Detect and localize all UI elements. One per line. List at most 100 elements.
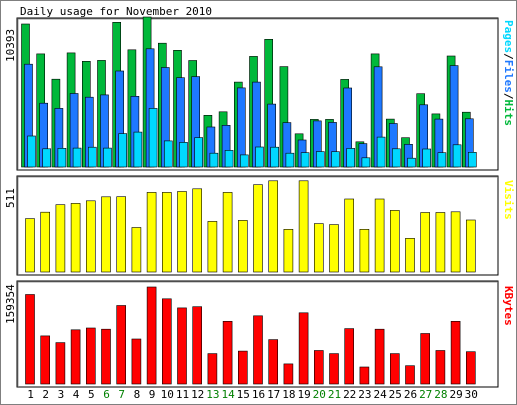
kbytes-bar-day-8	[131, 338, 142, 385]
pages-bar-day-10	[164, 140, 173, 168]
day-label-11: 11	[176, 388, 189, 401]
hits-files-pages-bars	[21, 16, 477, 168]
visits-bar-day-8	[131, 227, 142, 273]
visits-bar-day-28	[435, 212, 446, 273]
pages-bar-day-14	[224, 150, 234, 168]
pages-bar-day-6	[103, 147, 112, 168]
pages-bar-day-7	[118, 133, 127, 168]
kbytes-bar-day-4	[70, 329, 81, 385]
pages-bar-day-5	[88, 146, 97, 168]
visits-bar-day-7	[116, 196, 126, 273]
pages-bar-day-29	[452, 144, 462, 168]
kbytes-bar-day-28	[435, 350, 446, 385]
day-label-9: 9	[149, 388, 156, 401]
visits-bar-day-2	[40, 211, 51, 273]
day-label-5: 5	[88, 388, 95, 401]
legend-hits: Hits	[502, 100, 515, 127]
pages-bar-day-22	[346, 148, 356, 168]
kbytes-bar-day-24	[374, 328, 385, 385]
pages-bar-day-25	[391, 148, 401, 168]
day-label-15: 15	[237, 388, 250, 401]
visits-bar-day-25	[389, 210, 400, 273]
day-label-26: 26	[404, 388, 417, 401]
pages-bar-day-17	[270, 146, 280, 168]
legend-kbytes: KBytes	[502, 286, 515, 326]
day-label-8: 8	[134, 388, 141, 401]
pages-bar-day-4	[72, 147, 82, 168]
visits-ymax-label: 511	[4, 188, 17, 208]
visits-bar-day-24	[374, 198, 385, 273]
pages-bar-day-1	[27, 135, 36, 168]
pages-bar-day-19	[300, 152, 310, 168]
kbytes-bar-day-3	[55, 342, 66, 385]
kbytes-bar-day-23	[359, 366, 370, 385]
kbytes-bar-day-16	[253, 315, 263, 385]
visits-bars	[25, 180, 476, 273]
legend-files: Files	[502, 60, 515, 93]
pages-bar-day-21	[331, 151, 340, 168]
day-label-29: 29	[449, 388, 462, 401]
pages-bar-day-9	[148, 108, 158, 168]
visits-bar-day-19	[298, 180, 309, 273]
kbytes-bar-day-11	[177, 307, 187, 385]
kbytes-bar-day-7	[116, 305, 126, 385]
kbytes-bar-day-25	[389, 353, 400, 385]
pages-bar-day-3	[57, 148, 67, 168]
visits-bar-day-12	[192, 188, 202, 273]
kbytes-bar-day-20	[313, 350, 324, 385]
pages-bar-day-24	[376, 136, 386, 168]
visits-bar-day-18	[283, 229, 294, 273]
pages-bar-day-23	[361, 157, 371, 168]
day-label-13: 13	[206, 388, 219, 401]
kbytes-bar-day-14	[222, 320, 233, 385]
day-label-28: 28	[434, 388, 447, 401]
day-label-21: 21	[328, 388, 341, 401]
visits-bar-day-23	[359, 229, 370, 273]
pages-bar-day-30	[467, 152, 477, 168]
visits-bar-day-20	[313, 223, 324, 273]
day-label-19: 19	[297, 388, 310, 401]
day-label-14: 14	[221, 388, 235, 401]
kbytes-bar-day-15	[238, 350, 248, 385]
day-label-24: 24	[373, 388, 387, 401]
pages-bar-day-20	[315, 151, 325, 168]
visits-bar-day-5	[86, 200, 96, 273]
visits-bar-day-27	[420, 212, 431, 273]
visits-bar-day-21	[329, 224, 339, 273]
pages-bar-day-27	[422, 148, 432, 168]
visits-bar-day-6	[101, 196, 111, 273]
hits-ymax-label: 10393	[4, 29, 17, 62]
kbytes-bar-day-30	[465, 351, 476, 385]
day-label-3: 3	[58, 388, 65, 401]
kbytes-bar-day-29	[450, 320, 461, 385]
visits-bar-day-9	[146, 192, 157, 273]
visits-bar-day-10	[162, 192, 172, 273]
legend-pages: Pages	[502, 20, 515, 53]
kbytes-bar-day-26	[405, 365, 415, 385]
visits-bar-day-30	[465, 219, 476, 273]
pages-bar-day-11	[179, 142, 188, 168]
day-label-20: 20	[313, 388, 326, 401]
visits-bar-day-11	[177, 191, 187, 273]
kbytes-bar-day-19	[298, 312, 309, 385]
day-label-4: 4	[73, 388, 80, 401]
kbytes-ymax-label: 159354	[4, 284, 17, 324]
visits-bar-day-29	[450, 211, 461, 273]
day-label-6: 6	[103, 388, 110, 401]
visits-bar-day-26	[405, 238, 415, 273]
visits-bar-day-17	[268, 180, 279, 273]
kbytes-bar-day-9	[146, 286, 157, 385]
kbytes-bar-day-1	[25, 294, 35, 385]
pages-bar-day-18	[285, 152, 295, 168]
kbytes-bar-day-2	[40, 335, 51, 385]
day-label-18: 18	[282, 388, 295, 401]
day-labels: 1 2 3 4 5 6 7 8 9 10 11 12 13 14 15 16 17 18 19 20 21 22 23 24 2…	[27, 388, 478, 401]
day-label-7: 7	[118, 388, 125, 401]
visits-bar-day-14	[222, 192, 233, 273]
pages-bar-day-16	[255, 146, 264, 168]
pages-bar-day-12	[194, 137, 203, 168]
kbytes-bar-day-12	[192, 306, 202, 385]
legend-sep-2: /	[502, 93, 515, 100]
kbytes-bar-day-10	[162, 298, 172, 385]
